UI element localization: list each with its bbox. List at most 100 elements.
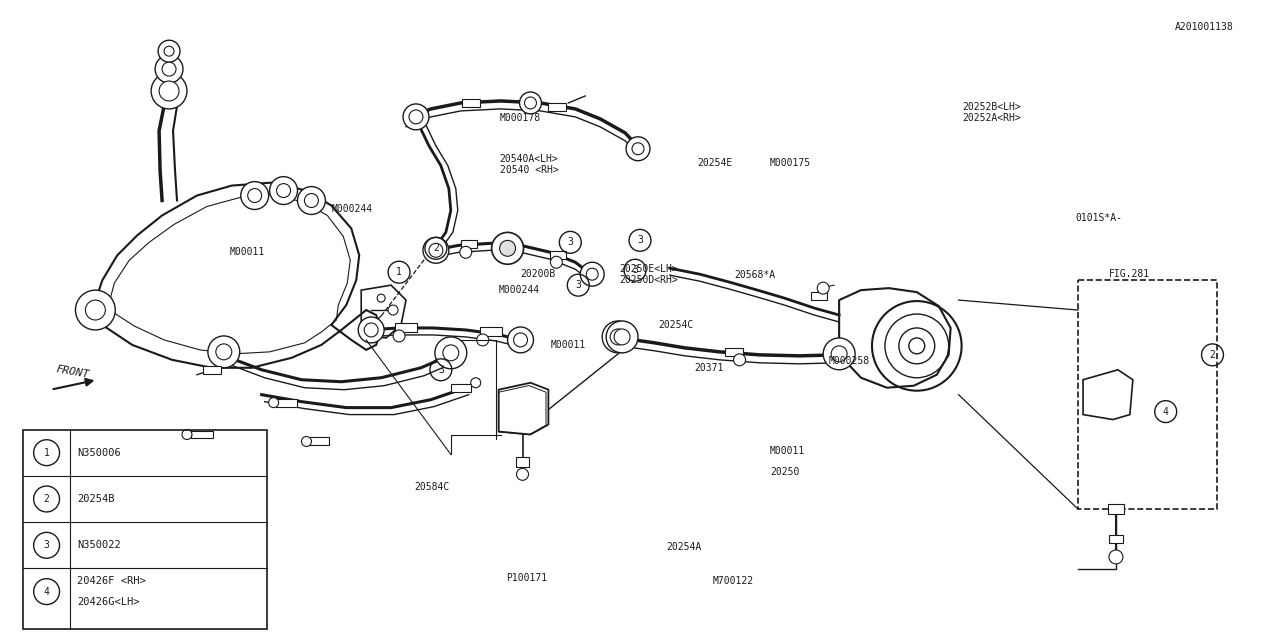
Text: 20254E: 20254E xyxy=(698,157,732,168)
Text: 2: 2 xyxy=(44,494,50,504)
Text: 20568*A: 20568*A xyxy=(735,270,776,280)
Text: 20250E<LH>: 20250E<LH> xyxy=(620,264,678,274)
Circle shape xyxy=(155,55,183,83)
Circle shape xyxy=(151,73,187,109)
Text: 20426G<LH>: 20426G<LH> xyxy=(78,596,140,607)
Bar xyxy=(451,384,471,392)
Text: 4: 4 xyxy=(1162,406,1169,417)
Circle shape xyxy=(403,104,429,130)
Bar xyxy=(548,103,566,111)
Text: P100171: P100171 xyxy=(506,573,548,583)
Circle shape xyxy=(614,329,630,345)
Circle shape xyxy=(269,397,279,408)
Bar xyxy=(1078,280,1217,509)
Text: M00011: M00011 xyxy=(229,247,265,257)
Bar xyxy=(480,328,502,337)
Bar xyxy=(1108,504,1124,514)
Circle shape xyxy=(422,237,449,263)
Bar xyxy=(812,292,827,300)
Text: 3: 3 xyxy=(438,365,444,375)
Text: 2: 2 xyxy=(1210,350,1216,360)
Circle shape xyxy=(76,290,115,330)
Circle shape xyxy=(435,337,467,369)
Circle shape xyxy=(508,327,534,353)
Text: 20254A: 20254A xyxy=(667,542,701,552)
Text: N350022: N350022 xyxy=(78,540,122,550)
Circle shape xyxy=(358,317,384,343)
Circle shape xyxy=(388,305,398,315)
Text: M000178: M000178 xyxy=(499,113,541,123)
Circle shape xyxy=(365,323,378,337)
Circle shape xyxy=(550,256,562,268)
Circle shape xyxy=(182,429,192,440)
Bar xyxy=(23,429,266,628)
Circle shape xyxy=(393,330,404,342)
Circle shape xyxy=(378,294,385,302)
Text: 20250: 20250 xyxy=(771,467,800,477)
Text: 20584C: 20584C xyxy=(415,482,449,492)
Circle shape xyxy=(164,46,174,56)
Text: 20250D<RH>: 20250D<RH> xyxy=(620,275,678,285)
Circle shape xyxy=(207,336,239,368)
Text: FRONT: FRONT xyxy=(55,364,90,380)
Bar xyxy=(462,99,480,107)
Circle shape xyxy=(607,321,637,353)
Circle shape xyxy=(276,184,291,198)
Circle shape xyxy=(499,241,516,256)
Bar xyxy=(310,438,329,445)
Circle shape xyxy=(626,137,650,161)
Text: 20540A<LH>: 20540A<LH> xyxy=(499,154,558,164)
Circle shape xyxy=(248,189,261,202)
Circle shape xyxy=(443,345,458,361)
Circle shape xyxy=(586,268,598,280)
Text: M700122: M700122 xyxy=(713,576,754,586)
Text: 20254B: 20254B xyxy=(78,494,115,504)
Text: A201001138: A201001138 xyxy=(1175,22,1234,32)
Text: M000175: M000175 xyxy=(771,157,812,168)
Bar xyxy=(724,348,742,356)
Text: 3: 3 xyxy=(637,236,643,245)
Bar xyxy=(275,399,297,406)
Text: 3: 3 xyxy=(632,265,637,275)
Circle shape xyxy=(517,468,529,480)
Circle shape xyxy=(410,110,422,124)
Text: 4: 4 xyxy=(44,587,50,596)
Bar xyxy=(461,241,476,248)
Text: FIG.281: FIG.281 xyxy=(1108,269,1151,279)
Text: M000244: M000244 xyxy=(498,285,540,295)
Text: M000244: M000244 xyxy=(332,204,372,214)
Text: 3: 3 xyxy=(567,237,573,247)
Circle shape xyxy=(297,187,325,214)
Circle shape xyxy=(302,436,311,447)
Bar xyxy=(1108,535,1123,543)
Text: 20254C: 20254C xyxy=(658,320,692,330)
Text: 2: 2 xyxy=(433,243,439,253)
Circle shape xyxy=(817,282,829,294)
Bar xyxy=(550,252,566,259)
Circle shape xyxy=(632,143,644,155)
Circle shape xyxy=(831,346,847,362)
Text: 3: 3 xyxy=(575,280,581,290)
Circle shape xyxy=(241,182,269,209)
Bar xyxy=(516,458,530,467)
Circle shape xyxy=(492,232,524,264)
Circle shape xyxy=(525,97,536,109)
Circle shape xyxy=(602,321,634,353)
Text: 0101S*A-: 0101S*A- xyxy=(1076,213,1123,223)
Circle shape xyxy=(471,378,481,388)
Circle shape xyxy=(159,81,179,101)
Circle shape xyxy=(159,40,180,62)
Text: N350006: N350006 xyxy=(78,447,122,458)
Circle shape xyxy=(476,334,489,346)
Text: M000258: M000258 xyxy=(828,356,869,367)
Circle shape xyxy=(520,92,541,114)
Circle shape xyxy=(611,329,626,345)
Text: 1: 1 xyxy=(44,447,50,458)
Circle shape xyxy=(163,62,177,76)
Text: 20540 <RH>: 20540 <RH> xyxy=(499,165,558,175)
Circle shape xyxy=(86,300,105,320)
Text: M00011: M00011 xyxy=(550,340,586,351)
Text: 20252A<RH>: 20252A<RH> xyxy=(963,113,1021,123)
Bar xyxy=(396,323,417,332)
Circle shape xyxy=(580,262,604,286)
